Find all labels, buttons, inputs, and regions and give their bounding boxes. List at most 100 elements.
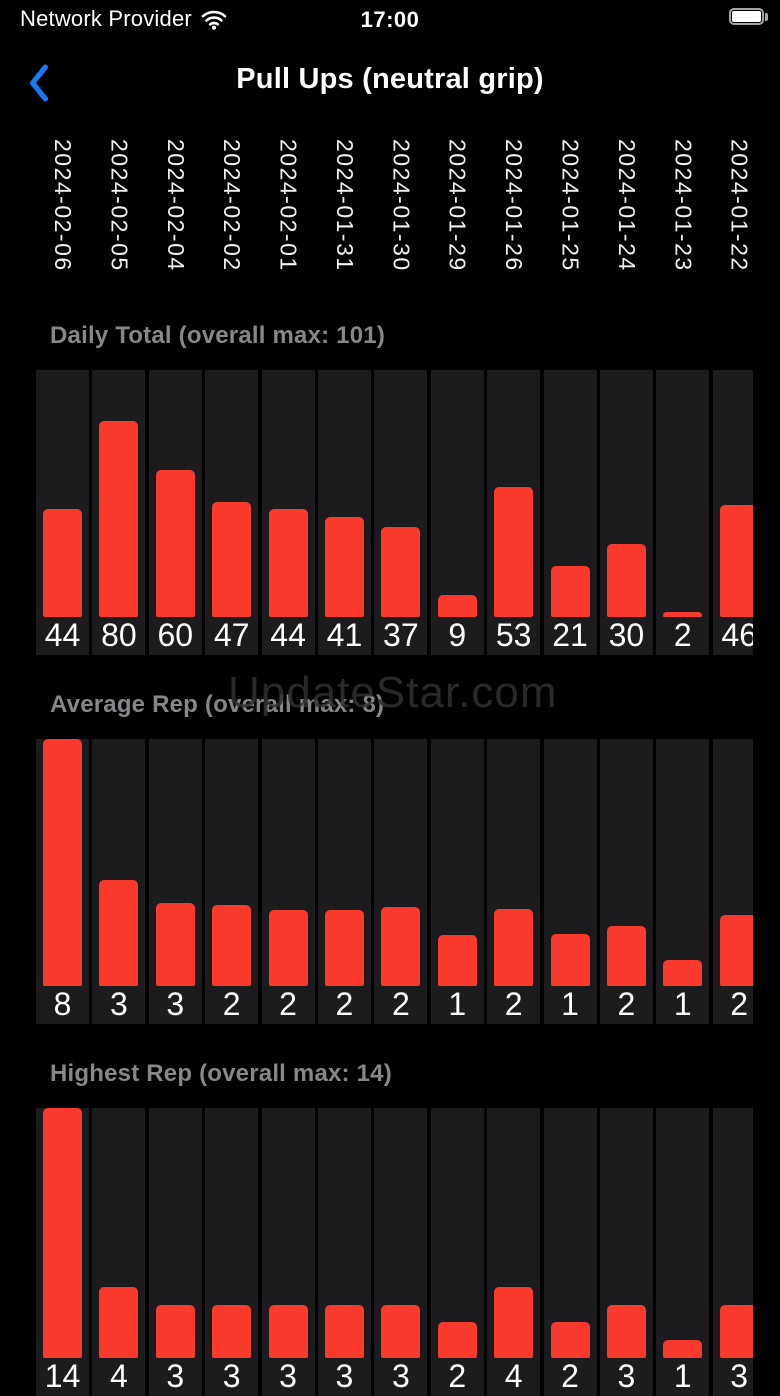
chart-bar [43, 509, 82, 617]
chart-value-label: 2 [222, 986, 241, 1022]
chart-bar [663, 1340, 703, 1358]
chart-bar [550, 1322, 590, 1358]
chart-column: 1 [430, 739, 484, 1024]
chart-value-label: 80 [101, 617, 137, 653]
chart-column: 3 [205, 1108, 259, 1396]
chart-bar [155, 470, 195, 617]
chart-value-label: 3 [279, 1358, 297, 1394]
chart-bar [494, 908, 534, 986]
chart-value-label: 2 [617, 986, 636, 1022]
chart-column: 3 [599, 1108, 653, 1396]
date-label-cell: 2024-01-23 [656, 139, 709, 272]
chart-value-label: 21 [552, 617, 588, 653]
chart-value-label: 2 [561, 1358, 579, 1394]
chart-bar [155, 902, 195, 986]
chart-bar [550, 565, 590, 617]
battery-icon [729, 8, 768, 25]
date-label: 2024-01-29 [444, 139, 471, 272]
date-label-cell: 2024-01-22 [713, 139, 753, 272]
dates-row: 2024-02-06 2024-02-05 2024-02-04 2024-02-02… [0, 139, 753, 272]
chart-column: 2 [487, 739, 541, 1024]
chart-column: 1 [543, 739, 597, 1024]
chart-bar [268, 1304, 308, 1358]
chart-bar [606, 543, 646, 617]
chart-scroll[interactable]: 8 3 3 2 2 2 2 1 2 1 2 1 2 [0, 739, 753, 1024]
chart-value-label: 2 [335, 986, 354, 1022]
date-label-cell: 2024-01-30 [374, 139, 427, 272]
date-label-cell: 2024-01-26 [487, 139, 540, 272]
chart-title: Highest Rep (overall max: 14) [50, 1060, 392, 1087]
date-label-cell: 2024-01-25 [544, 139, 597, 272]
chart-value-label: 47 [213, 617, 250, 653]
chart-scroll[interactable]: 44 80 60 47 44 41 37 9 53 21 30 2 46 [0, 370, 753, 655]
chart-bar [437, 935, 477, 986]
chart-column: 3 [317, 1108, 371, 1396]
chart-column: 44 [36, 370, 89, 655]
chart-bar [381, 1304, 421, 1358]
chart-value-label: 1 [673, 1358, 692, 1394]
date-label: 2024-01-25 [557, 139, 584, 272]
chart-column: 2 [599, 739, 653, 1024]
date-label: 2024-01-31 [331, 139, 358, 272]
wifi-icon [201, 10, 227, 30]
chart-title: Average Rep (overall max: 8) [50, 691, 385, 718]
chart-columns: 14 4 3 3 3 3 3 2 4 2 3 1 3 [0, 1108, 753, 1396]
chart-bar [43, 739, 82, 986]
chart-value-label: 46 [721, 617, 753, 653]
chart-value-label: 3 [730, 1358, 749, 1394]
chart-column: 47 [205, 370, 259, 655]
nav-bar: Pull Ups (neutral grip) [0, 47, 780, 117]
date-label: 2024-01-23 [670, 139, 697, 272]
date-axis-scroll[interactable]: 2024-02-06 2024-02-05 2024-02-04 2024-02-02… [0, 139, 753, 294]
chart-section-average-rep: Average Rep (overall max: 8) 8 3 3 2 2 2 2 1 2 1 2… [0, 691, 780, 1024]
chart-bar [155, 1304, 195, 1358]
date-label: 2024-01-24 [613, 139, 640, 272]
chart-value-label: 2 [504, 986, 523, 1022]
chart-column: 3 [148, 1108, 202, 1396]
chart-column: 9 [430, 370, 484, 655]
date-label-cell: 2024-01-31 [318, 139, 371, 272]
chart-scroll[interactable]: 14 4 3 3 3 3 3 2 4 2 3 1 3 [0, 1108, 753, 1396]
carrier-label: Network Provider [20, 6, 192, 31]
chart-value-label: 53 [495, 617, 532, 653]
chart-bar [99, 421, 139, 617]
chart-bar [550, 934, 590, 986]
chart-columns: 8 3 3 2 2 2 2 1 2 1 2 1 2 [0, 739, 753, 1024]
back-button[interactable] [26, 64, 52, 102]
date-label: 2024-01-26 [501, 139, 528, 272]
date-label-cell: 2024-02-06 [36, 139, 89, 272]
chart-section-daily-total: Daily Total (overall max: 101) 44 80 60 47 4… [0, 322, 780, 655]
chart-column: 8 [36, 739, 89, 1024]
chart-column: 2 [374, 739, 428, 1024]
date-label: 2024-02-04 [162, 139, 189, 272]
date-label-cell: 2024-02-02 [205, 139, 258, 272]
chart-column: 2 [317, 739, 371, 1024]
chart-column: 41 [317, 370, 371, 655]
chart-value-label: 8 [53, 986, 72, 1022]
chart-bar [719, 504, 753, 617]
chart-value-label: 30 [608, 617, 645, 653]
date-label: 2024-02-06 [50, 139, 76, 272]
chart-bar [719, 914, 753, 986]
chart-bar [663, 959, 703, 986]
chart-column: 21 [543, 370, 597, 655]
date-label: 2024-01-22 [726, 139, 753, 272]
chart-value-label: 44 [44, 617, 81, 653]
chart-value-label: 44 [270, 617, 306, 653]
chart-column: 14 [36, 1108, 89, 1396]
chart-column: 2 [205, 739, 259, 1024]
chart-column: 3 [92, 739, 146, 1024]
chart-value-label: 3 [617, 1358, 636, 1394]
chart-bar [494, 487, 534, 617]
chevron-left-icon [30, 64, 48, 102]
chart-column: 3 [148, 739, 202, 1024]
chart-value-label: 41 [326, 617, 363, 653]
chart-column: 3 [712, 1108, 753, 1396]
chart-value-label: 2 [448, 1358, 467, 1394]
chart-column: 2 [430, 1108, 484, 1396]
date-label: 2024-01-30 [388, 139, 415, 272]
chart-bar [324, 909, 364, 986]
chart-column: 2 [543, 1108, 597, 1396]
chart-section-highest-rep: Highest Rep (overall max: 14) 14 4 3 3 3 3 3 2 4… [0, 1060, 780, 1396]
date-label-cell: 2024-02-05 [92, 139, 145, 272]
